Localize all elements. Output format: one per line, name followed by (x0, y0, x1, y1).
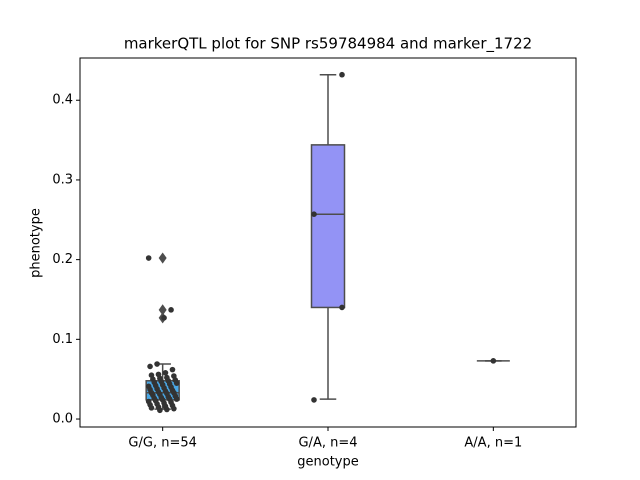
x-axis-label: genotype (297, 455, 358, 470)
x-tick-label: G/A, n=4 (298, 436, 357, 451)
box (310, 144, 346, 309)
chart-title: markerQTL plot for SNP rs59784984 and ma… (124, 35, 532, 54)
strip-point (148, 405, 155, 411)
strip-point (173, 380, 180, 386)
y-tick-label: 0.0 (52, 412, 73, 427)
strip-point (339, 304, 345, 311)
strip-point (162, 370, 169, 376)
strip-point (169, 366, 176, 373)
strip-point (311, 211, 317, 218)
strip-point (171, 405, 177, 412)
strip-point (157, 407, 163, 414)
y-tick-label: 0.2 (52, 252, 73, 267)
strip-point (311, 397, 317, 403)
strip-point (168, 307, 174, 313)
y-axis-label: phenotype (29, 208, 44, 278)
x-tick-label: A/A, n=1 (464, 436, 522, 451)
strip-point (145, 255, 152, 261)
y-tick-label: 0.3 (52, 172, 73, 187)
flier (158, 252, 167, 264)
flier (158, 304, 167, 316)
strip-point (339, 71, 345, 78)
strip-point (154, 361, 160, 367)
y-tick-label: 0.4 (52, 93, 73, 108)
strip-point (164, 406, 170, 413)
x-tick-label: G/G, n=54 (128, 436, 196, 451)
strip-point (490, 358, 497, 364)
y-tick-label: 0.1 (52, 332, 73, 347)
strip-point (161, 315, 167, 321)
strip-point (173, 396, 180, 402)
strip-point (147, 363, 153, 370)
plot-frame (79, 57, 577, 428)
